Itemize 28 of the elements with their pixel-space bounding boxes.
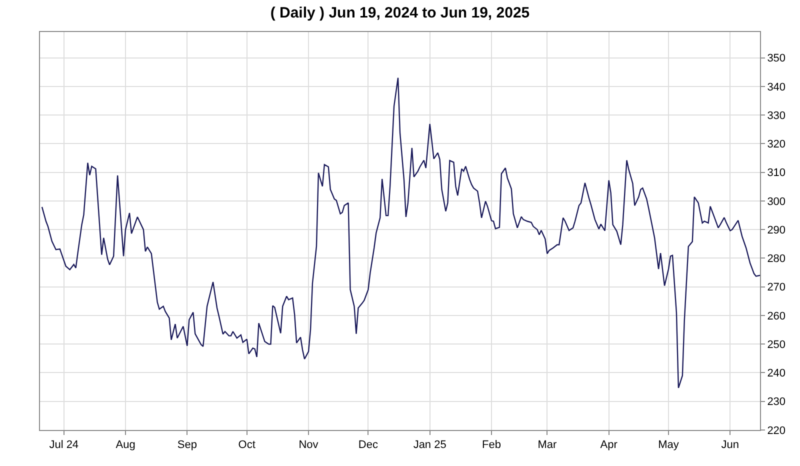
y-tick-label: 260 [767, 310, 786, 322]
y-tick-label: 350 [767, 52, 786, 65]
y-tick-label: 250 [767, 338, 786, 351]
x-tick-label: Aug [116, 439, 136, 452]
x-tick-label: Oct [238, 439, 256, 452]
x-tick-label: Jan 25 [413, 439, 446, 452]
y-tick-label: 220 [767, 424, 786, 437]
x-tick-label: Jul 24 [49, 439, 79, 452]
y-tick-label: 240 [767, 368, 786, 380]
x-tick-label: Dec [358, 439, 378, 452]
x-tick-label: May [658, 439, 680, 452]
y-tick-label: 300 [767, 196, 786, 208]
x-tick-label: Feb [482, 439, 501, 452]
y-tick-label: 290 [767, 224, 786, 236]
y-tick-label: 230 [767, 396, 786, 408]
y-tick-label: 270 [767, 282, 786, 294]
line-series [41, 77, 760, 389]
x-tick-label: Nov [298, 439, 319, 452]
y-tick-label: 310 [767, 167, 786, 180]
y-tick-label: 280 [767, 253, 786, 266]
y-tick-label: 320 [767, 138, 786, 151]
x-tick-label: Sep [177, 439, 197, 452]
y-tick-label: 340 [767, 81, 786, 94]
x-tick-label: Mar [538, 439, 557, 452]
x-tick-label: Apr [600, 439, 618, 452]
y-tick-label: 330 [767, 110, 786, 122]
x-tick-label: Jun [721, 439, 740, 452]
chart-title: ( Daily ) Jun 19, 2024 to Jun 19, 2025 [270, 4, 530, 22]
